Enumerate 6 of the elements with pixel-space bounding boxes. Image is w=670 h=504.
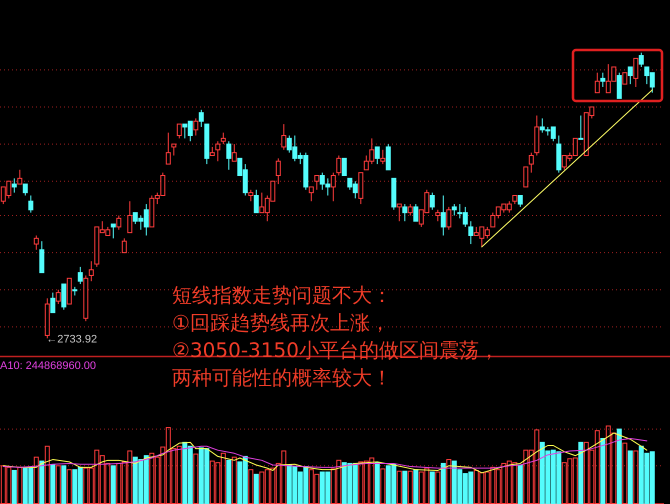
text: A10: 244868960.00 bbox=[0, 360, 96, 372]
annotation: ←2733.92 bbox=[46, 333, 98, 346]
annotation: ①回踩趋势线再次上涨， bbox=[172, 310, 390, 334]
text: 两种可能性的概率较大！ bbox=[172, 366, 392, 390]
annotation: ②3050-3150小平台的做区间震荡， bbox=[172, 338, 499, 362]
annotation: 短线指数走势问题不大： bbox=[172, 283, 392, 307]
